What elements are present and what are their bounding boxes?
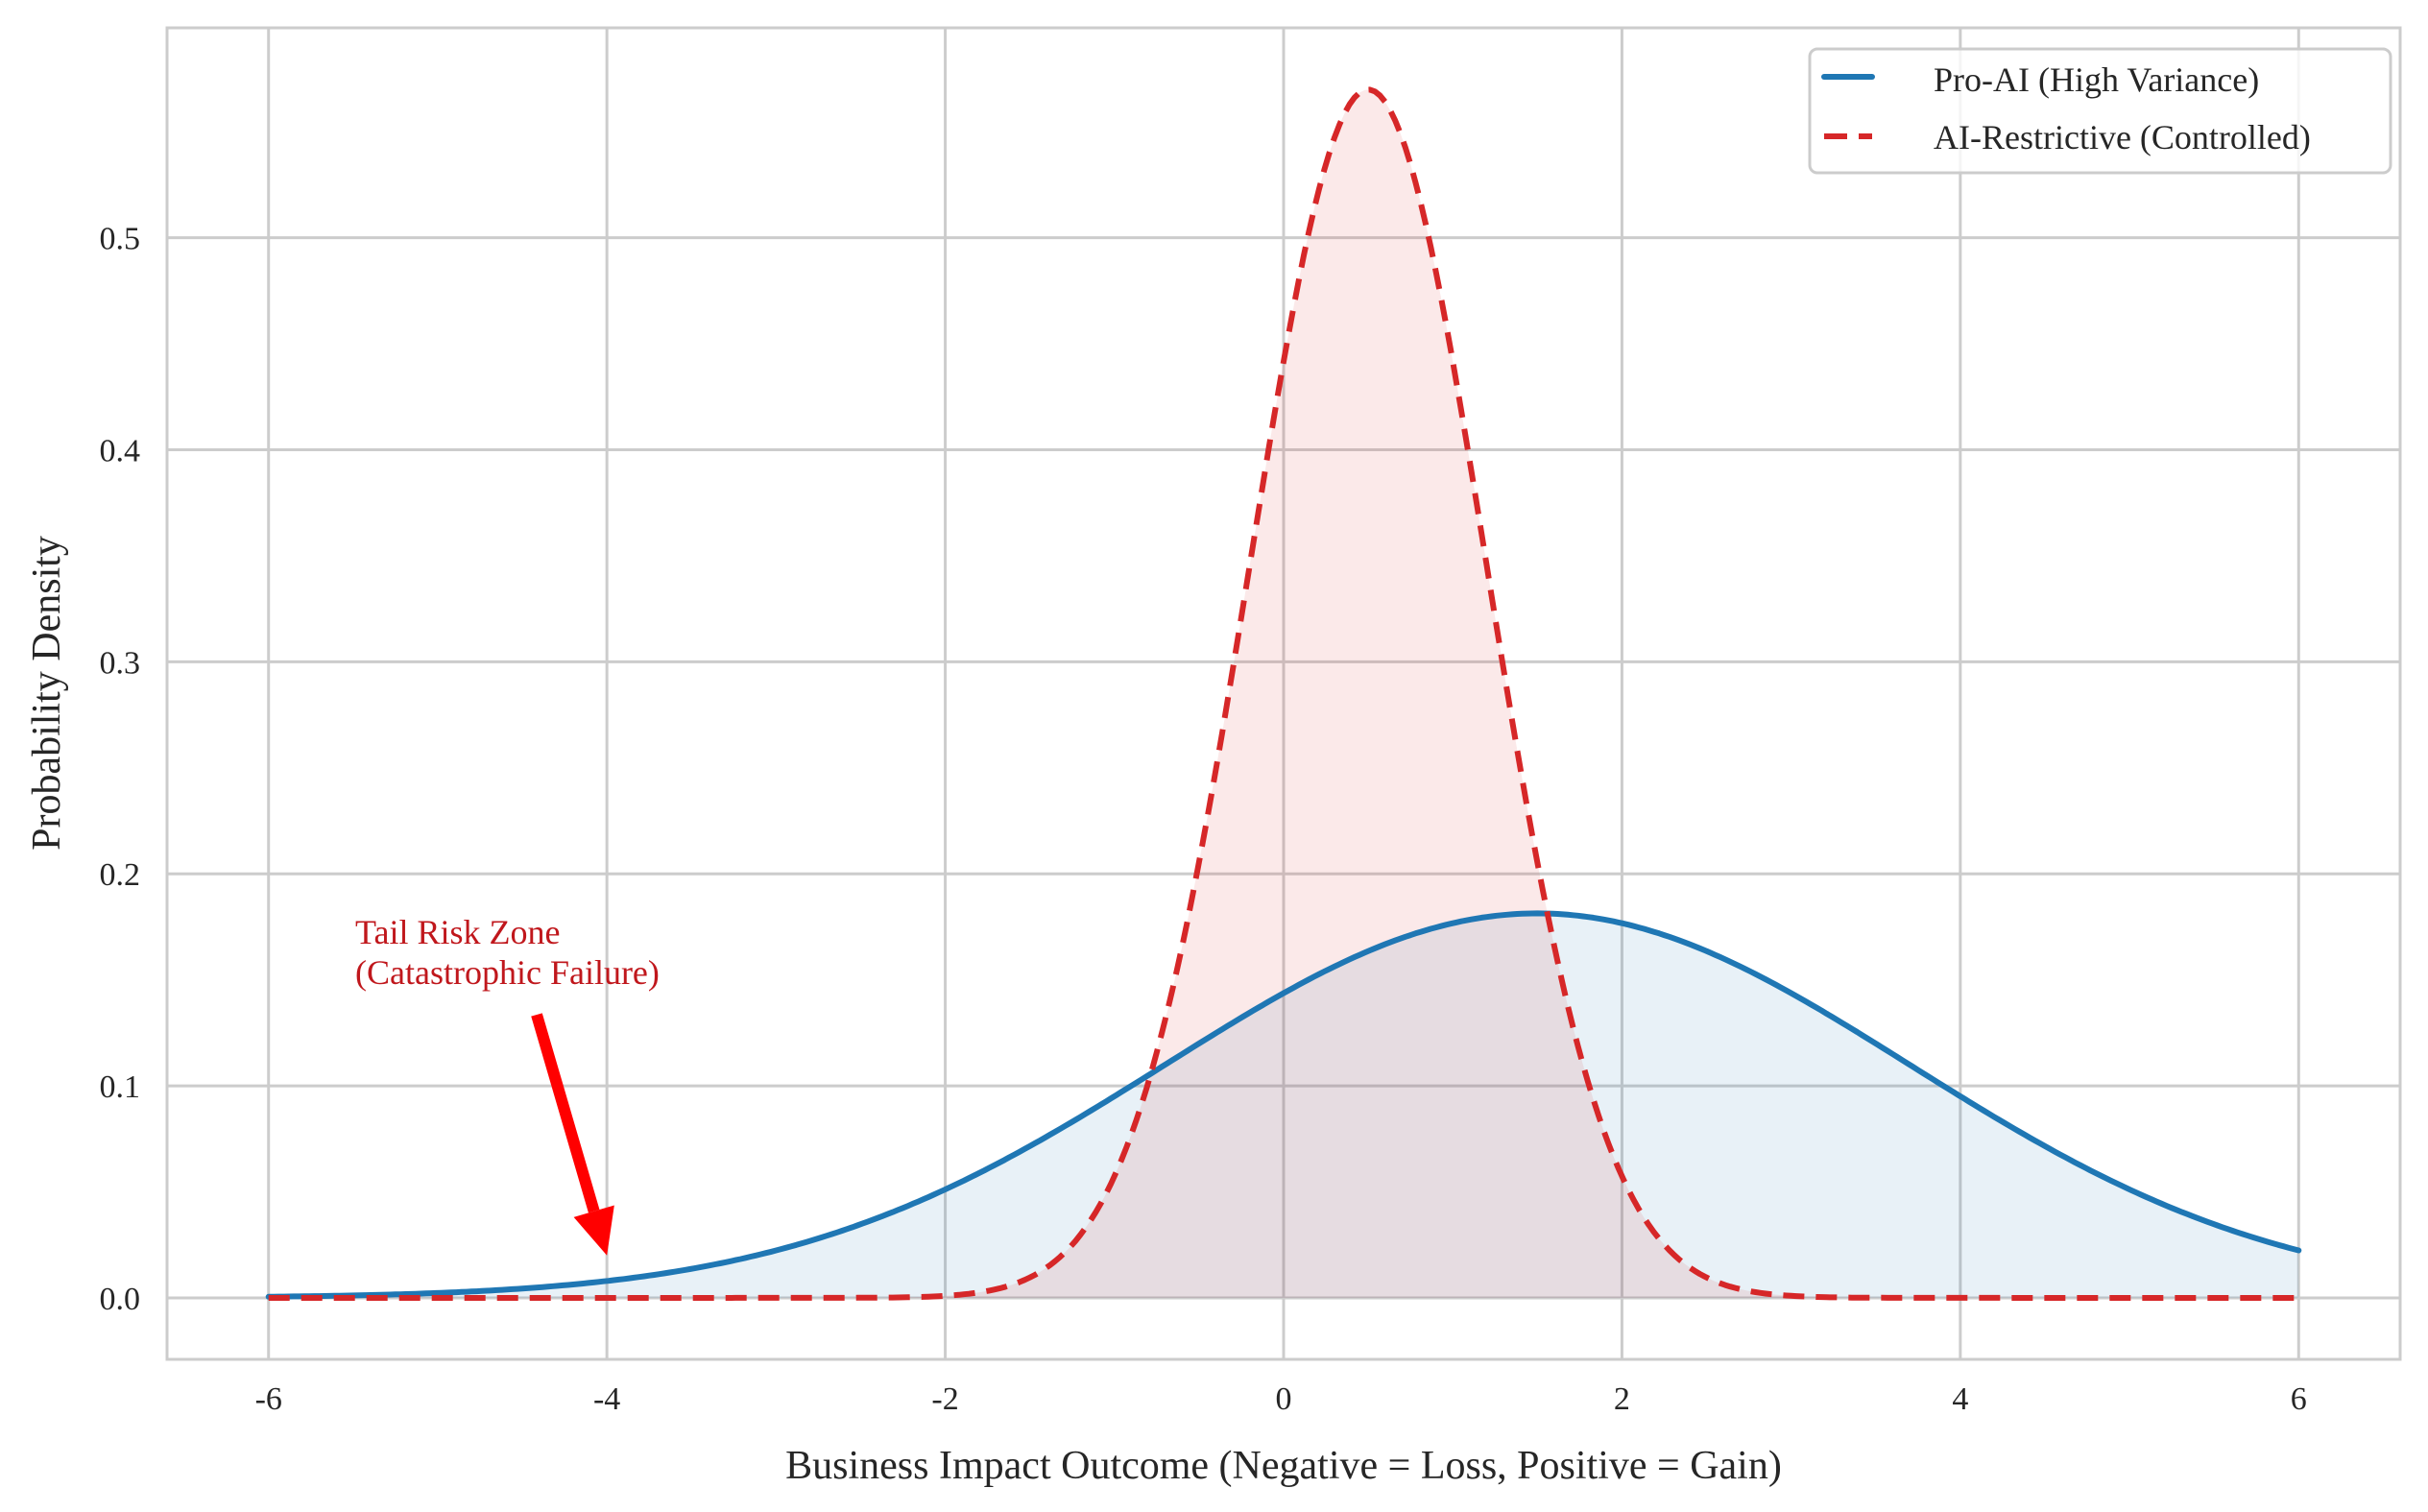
- y-tick-label: 0.4: [100, 434, 141, 469]
- y-axis-ticks: 0.0 0.1 0.2 0.3 0.4 0.5: [100, 222, 141, 1317]
- x-tick-label: 2: [1614, 1381, 1630, 1417]
- x-tick-label: -6: [255, 1381, 282, 1417]
- legend[interactable]: Pro-AI (High Variance) AI-Restrictive (C…: [1808, 47, 2392, 175]
- area-fills: [268, 89, 2299, 1298]
- axes-frame: [165, 26, 2402, 1361]
- x-tick-label: 4: [1952, 1381, 1968, 1417]
- series-line-0: [265, 910, 2302, 1300]
- y-tick-label: 0.2: [100, 857, 141, 893]
- x-axis-label: Business Impact Outcome (Negative = Loss…: [785, 1444, 1782, 1488]
- legend-label-ai-restrictive: AI-Restrictive (Controlled): [1934, 118, 2311, 156]
- area-fill-0: [268, 913, 2299, 1298]
- y-tick-label: 0.0: [100, 1282, 141, 1317]
- annotation-subtitle: (Catastrophic Failure): [355, 953, 660, 992]
- series-line-1: [268, 86, 2299, 1301]
- y-axis-label: Probability Density: [25, 536, 69, 851]
- annotation-title: Tail Risk Zone: [355, 913, 560, 951]
- tail-risk-annotation: Tail Risk Zone (Catastrophic Failure): [355, 913, 660, 1256]
- x-tick-label: 6: [2291, 1381, 2307, 1417]
- x-tick-label: -2: [931, 1381, 958, 1417]
- x-axis-ticks: -6 -4 -2 0 2 4 6: [255, 1381, 2307, 1417]
- series-lines: [265, 86, 2302, 1301]
- x-tick-label: 0: [1276, 1381, 1292, 1417]
- arrow-shaft: [531, 1013, 600, 1213]
- red-arrow-icon: [531, 1013, 614, 1256]
- x-tick-label: -4: [593, 1381, 620, 1417]
- y-tick-label: 0.1: [100, 1069, 141, 1105]
- area-fill-1: [268, 89, 2299, 1298]
- y-tick-label: 0.3: [100, 645, 141, 681]
- y-tick-label: 0.5: [100, 222, 141, 257]
- legend-box: [1808, 47, 2392, 175]
- legend-label-pro-ai: Pro-AI (High Variance): [1934, 60, 2259, 99]
- arrow-head: [573, 1205, 614, 1256]
